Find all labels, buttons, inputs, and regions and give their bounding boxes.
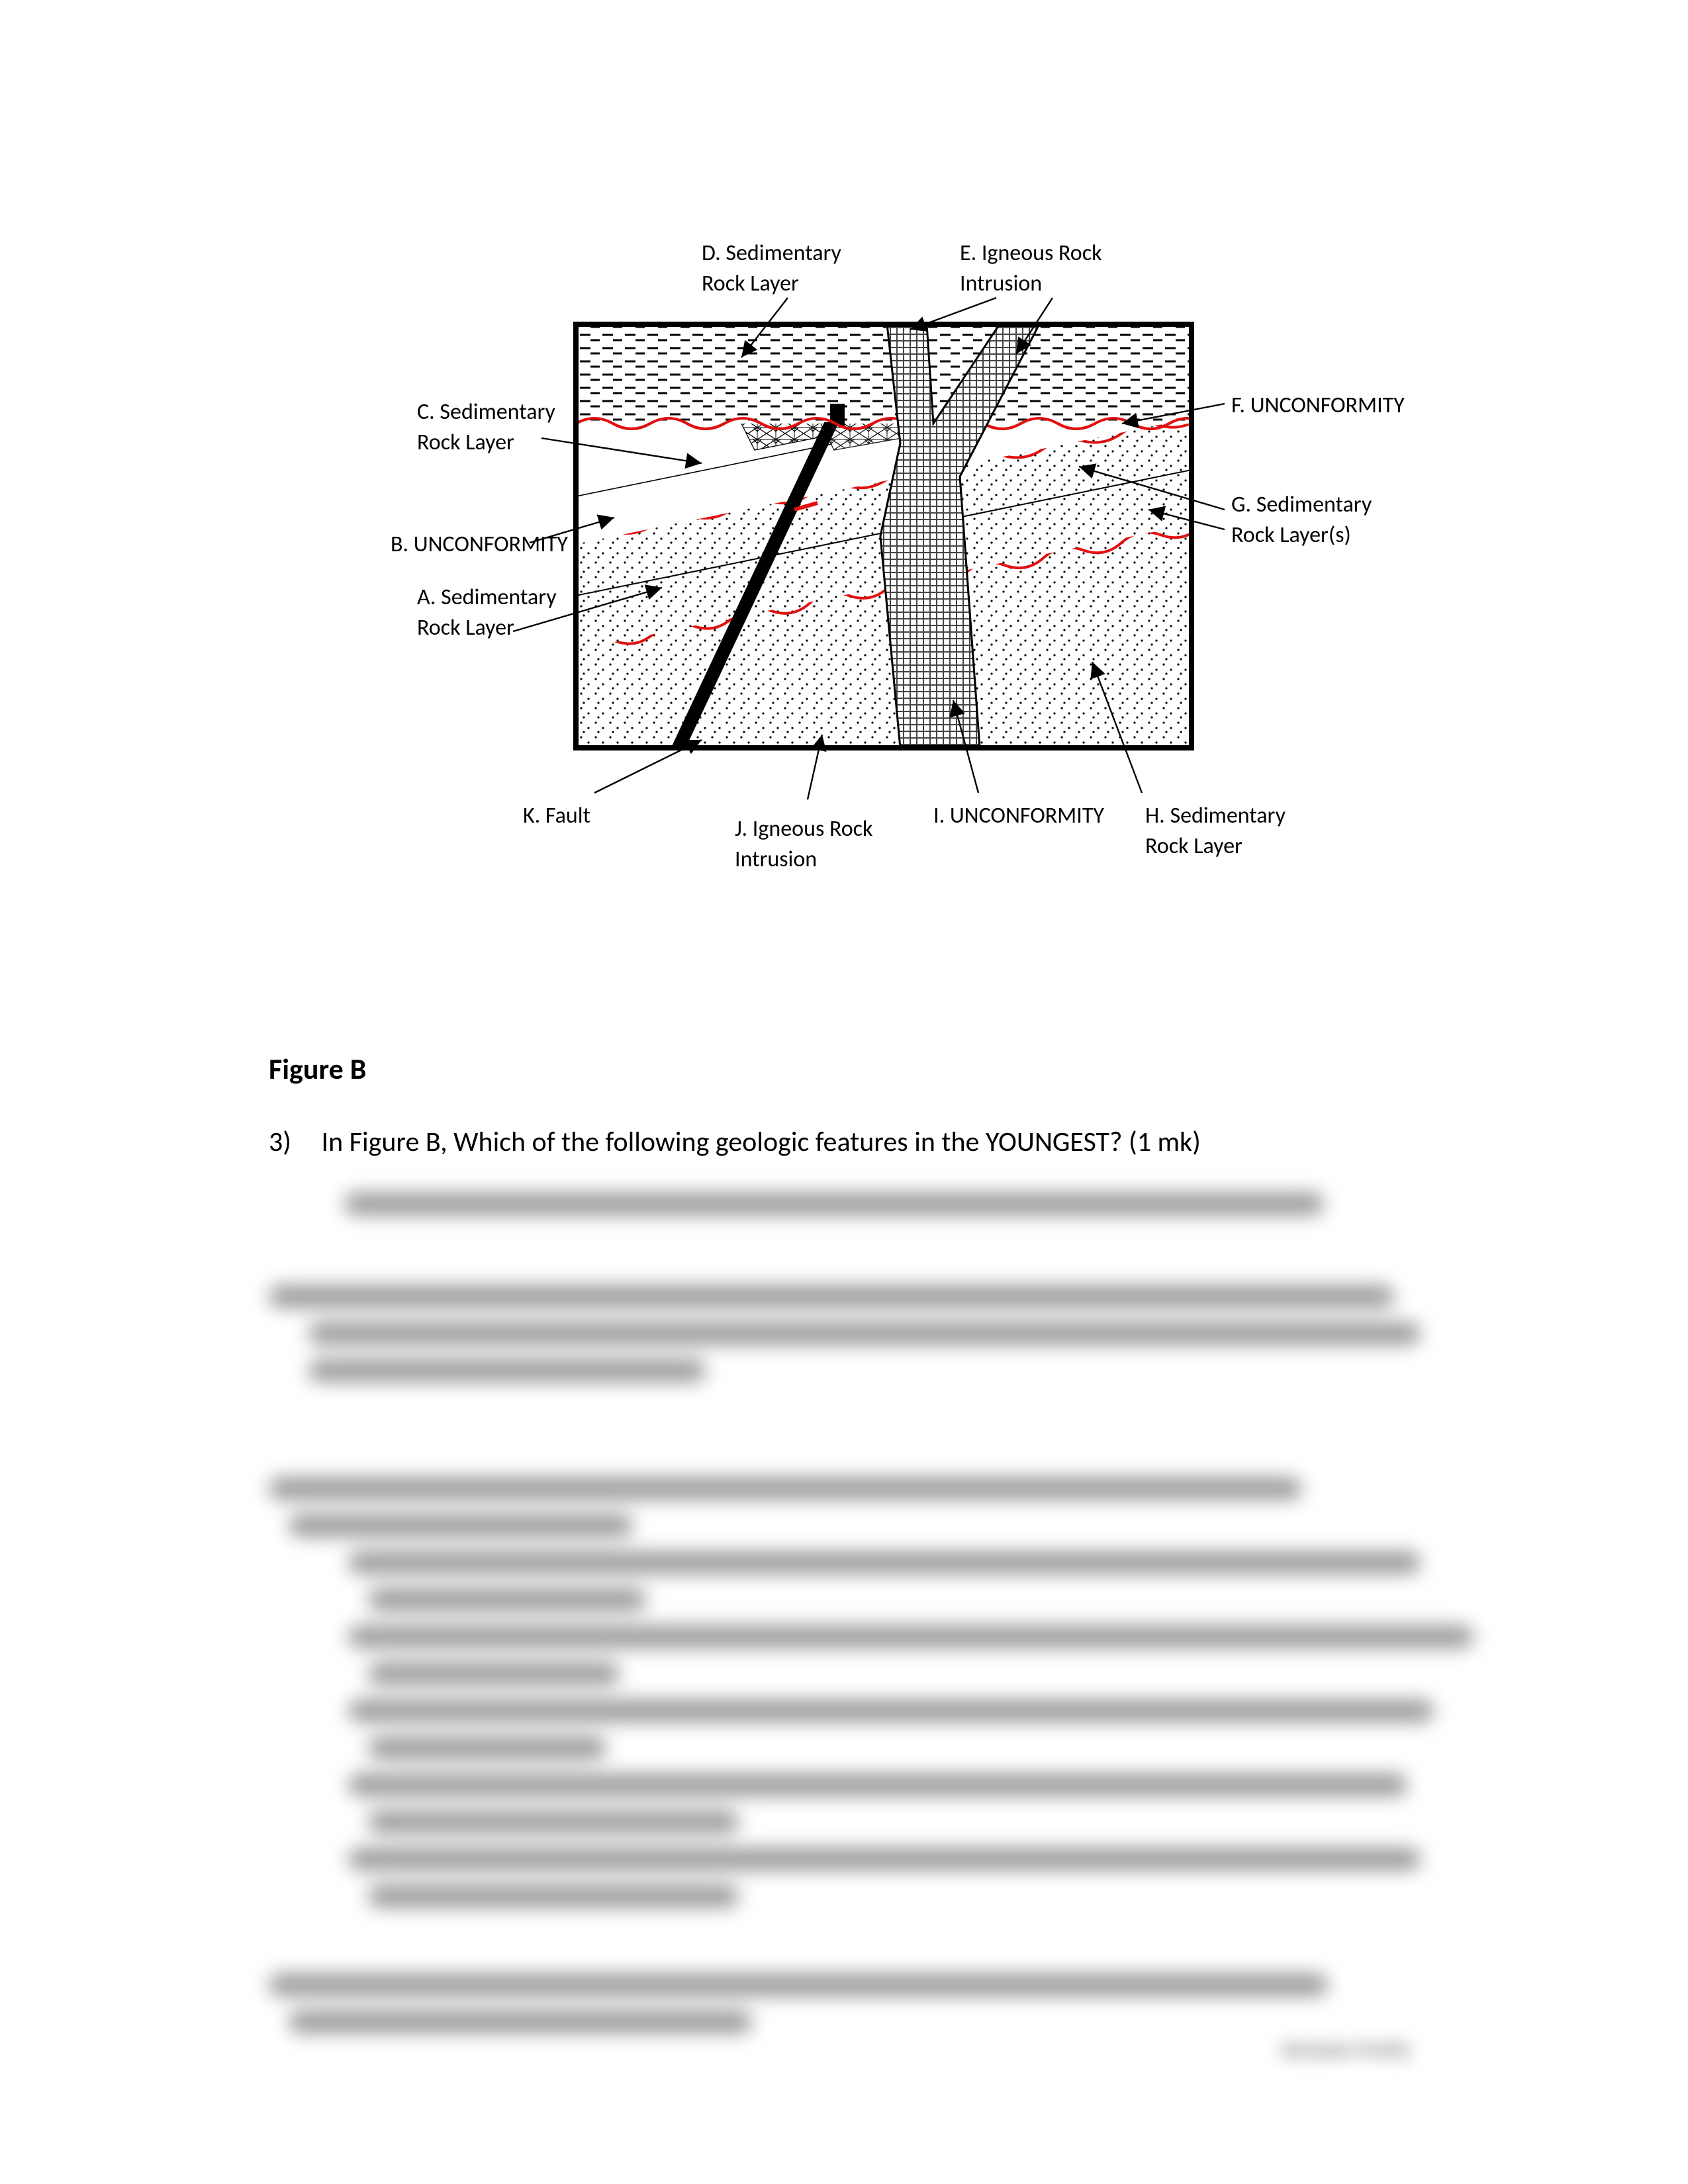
label-I-text: I. UNCONFORMITY bbox=[933, 802, 1104, 829]
question-3: 3) In Figure B, Which of the following g… bbox=[269, 1125, 1201, 1159]
label-H: H. SedimentaryRock Layer bbox=[1145, 801, 1286, 862]
label-G-text: G. SedimentaryRock Layer(s) bbox=[1231, 491, 1372, 549]
label-E-text: E. Igneous RockIntrusion bbox=[960, 240, 1102, 297]
blurred-q5 bbox=[269, 1463, 1460, 1922]
figure-caption: Figure B bbox=[269, 1051, 366, 1087]
label-J: J. Igneous RockIntrusion bbox=[735, 814, 872, 875]
footer-text: OCEAN FIVES bbox=[1280, 2036, 1410, 2065]
label-J-text: J. Igneous RockIntrusion bbox=[735, 815, 872, 873]
label-E: E. Igneous RockIntrusion bbox=[960, 238, 1102, 299]
question-3-number: 3) bbox=[269, 1125, 315, 1159]
label-I: I. UNCONFORMITY bbox=[933, 801, 1104, 831]
label-C: C. SedimentaryRock Layer bbox=[417, 397, 555, 458]
label-C-text: C. SedimentaryRock Layer bbox=[417, 398, 555, 456]
label-D: D. SedimentaryRock Layer bbox=[702, 238, 841, 299]
question-3-text: In Figure B, Which of the following geol… bbox=[322, 1125, 1201, 1159]
footer-blur: OCEAN FIVES bbox=[1280, 2036, 1410, 2065]
label-G: G. SedimentaryRock Layer(s) bbox=[1231, 490, 1372, 551]
blurred-q4 bbox=[269, 1271, 1434, 1396]
figure-caption-text: Figure B bbox=[269, 1051, 366, 1087]
label-H-text: H. SedimentaryRock Layer bbox=[1145, 802, 1286, 860]
label-B-text: B. UNCONFORMITY bbox=[391, 531, 568, 558]
blurred-q6 bbox=[269, 1959, 1394, 2048]
label-K: K. Fault bbox=[523, 801, 590, 831]
blurred-options-q3 bbox=[344, 1178, 1403, 1230]
label-D-text: D. SedimentaryRock Layer bbox=[702, 240, 841, 297]
label-F-text: F. UNCONFORMITY bbox=[1231, 392, 1405, 419]
geology-diagram: D. SedimentaryRock Layer E. Igneous Rock… bbox=[331, 225, 1456, 887]
label-F: F. UNCONFORMITY bbox=[1231, 390, 1405, 421]
label-K-text: K. Fault bbox=[523, 802, 590, 829]
label-B: B. UNCONFORMITY bbox=[391, 529, 568, 560]
label-A: A. SedimentaryRock Layer bbox=[417, 582, 557, 643]
label-A-text: A. SedimentaryRock Layer bbox=[417, 584, 557, 641]
